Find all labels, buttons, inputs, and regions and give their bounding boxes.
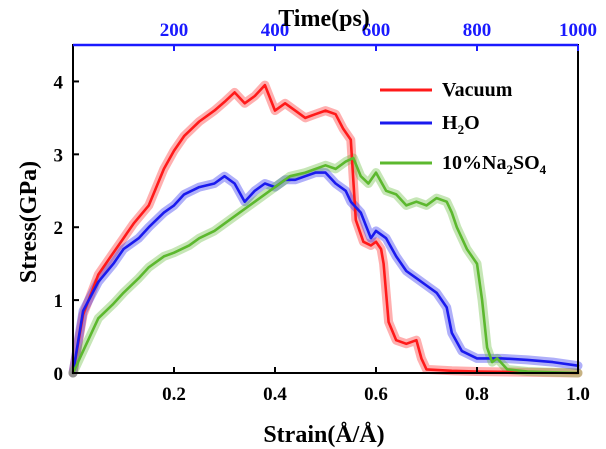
legend-label: 10%Na2SO4: [442, 152, 547, 177]
top-axis-label: Time(ps): [278, 6, 370, 32]
y-tick-label: 4: [54, 72, 64, 93]
x-tick-label: 0.4: [263, 384, 287, 405]
top-x-tick-label: 400: [261, 20, 290, 41]
y-tick-label: 3: [54, 145, 64, 166]
x-tick-label: 0.2: [162, 384, 186, 405]
x-tick-label: 1.0: [566, 384, 590, 405]
series-line: [71, 83, 580, 375]
y-axis-label: Stress(GPa): [16, 161, 42, 283]
series-line: [71, 171, 580, 375]
top-x-tick-label: 1000: [559, 20, 597, 41]
legend-label: Vacuum: [442, 79, 513, 101]
x-axis-label: Strain(Å/Å): [263, 422, 384, 448]
y-tick-label: 2: [54, 218, 64, 239]
x-tick-label: 0.8: [465, 384, 489, 405]
legend: Vacuum H2O 10%Na2SO4: [380, 79, 547, 177]
top-x-tick-label: 600: [362, 20, 391, 41]
series-line: [71, 156, 580, 375]
top-x-tick-label: 200: [160, 20, 189, 41]
axis-ticks: 0.2 0.4 0.6 0.8 1.0 0 1 2 3 4 200 400 600 800 1000: [54, 20, 598, 405]
legend-label: H2O: [442, 112, 480, 137]
x-tick-label: 0.6: [364, 384, 388, 405]
series-lines: [71, 83, 580, 375]
top-x-tick-label: 800: [463, 20, 492, 41]
y-tick-label: 0: [54, 364, 64, 385]
y-tick-label: 1: [54, 291, 64, 312]
